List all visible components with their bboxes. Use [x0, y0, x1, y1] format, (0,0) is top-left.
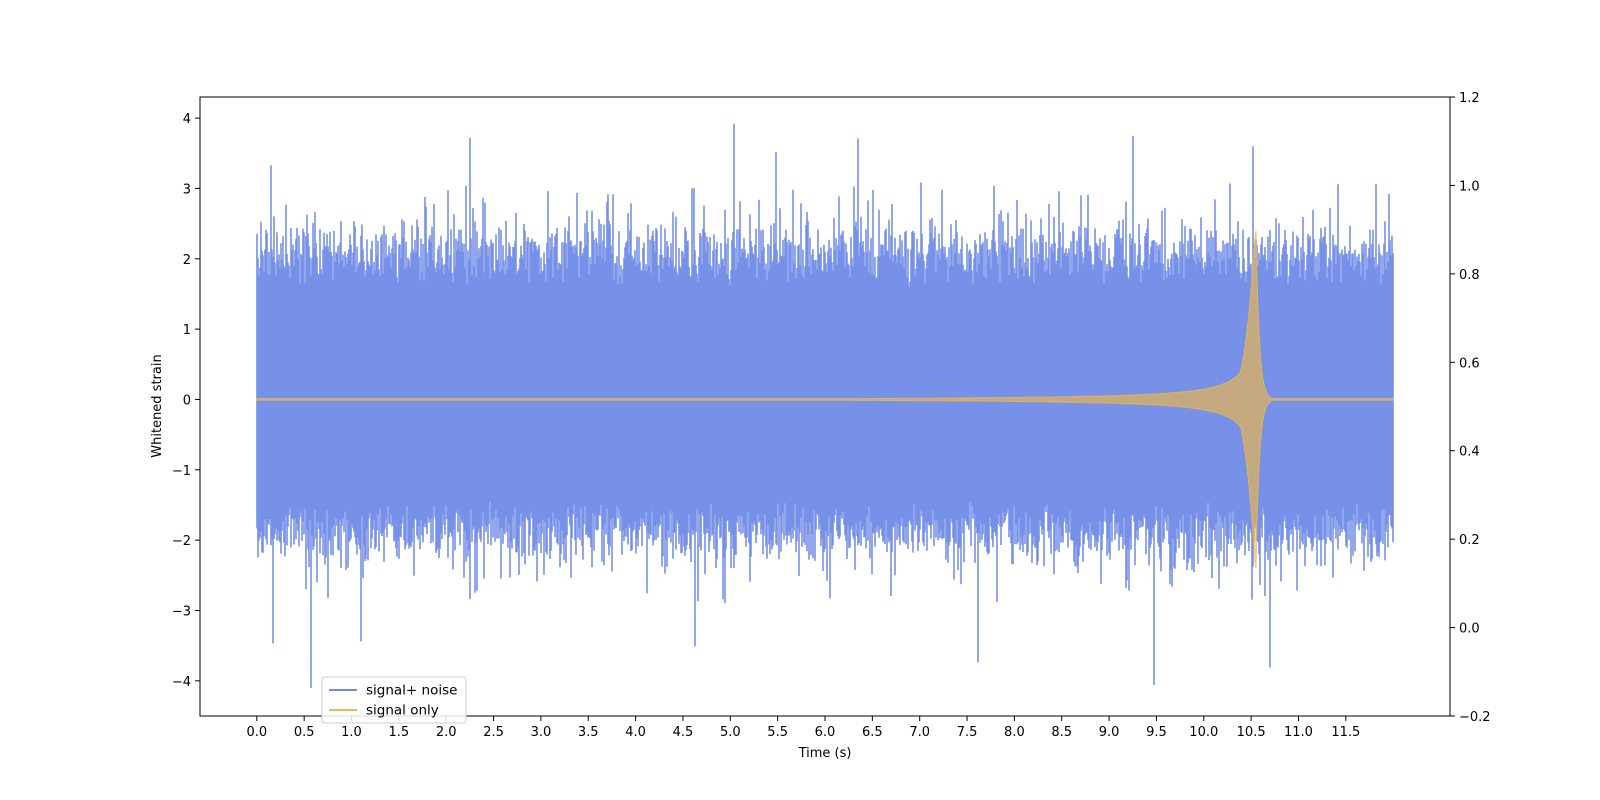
x-tick-label: 7.0 — [909, 725, 930, 740]
y2-tick-label: 1.0 — [1459, 179, 1480, 194]
legend-label-signal-noise: signal+ noise — [366, 683, 457, 699]
x-tick-label: 8.0 — [1004, 725, 1025, 740]
y2-tick-label: −0.2 — [1459, 710, 1491, 725]
legend-label-signal-only: signal only — [366, 703, 439, 719]
x-tick-label: 2.5 — [483, 725, 504, 740]
series-signal-only — [256, 230, 1394, 569]
x-tick-label: 1.5 — [389, 725, 410, 740]
x-tick-label: 2.0 — [436, 725, 457, 740]
y-tick-label: 4 — [183, 112, 191, 127]
x-tick-label: 8.5 — [1051, 725, 1072, 740]
y-tick-label: −3 — [172, 604, 191, 619]
x-tick-label: 4.0 — [625, 725, 646, 740]
x-tick-label: 10.5 — [1237, 725, 1266, 740]
y-tick-label: 3 — [183, 182, 191, 197]
x-tick-label: 6.5 — [862, 725, 883, 740]
y-axis-label: Whitened strain — [150, 354, 165, 457]
x-tick-label: 11.0 — [1284, 725, 1313, 740]
y2-tick-label: 0.4 — [1459, 445, 1480, 460]
y2-tick-label: 0.0 — [1459, 622, 1480, 637]
y-tick-label: 1 — [183, 323, 191, 338]
x-axis-ticks: 0.0 0.5 1.0 1.5 2.0 2.5 3.0 3.5 4.0 4.5 5.0 5.5 6.0 6… — [246, 716, 1360, 740]
x-tick-label: 9.0 — [1099, 725, 1120, 740]
x-tick-label: 0.0 — [246, 725, 267, 740]
x-tick-label: 11.5 — [1331, 725, 1360, 740]
y2-tick-label: 0.8 — [1459, 268, 1480, 283]
x-tick-label: 5.5 — [767, 725, 788, 740]
x-tick-label: 3.0 — [531, 725, 552, 740]
y-tick-label: 2 — [183, 253, 191, 268]
y-axis-ticks: 4 3 2 1 0 −1 −2 −3 −4 — [172, 112, 200, 690]
y-tick-label: 0 — [183, 393, 191, 408]
legend-box — [321, 676, 467, 724]
y-tick-label: −1 — [172, 464, 191, 479]
x-tick-label: 1.0 — [341, 725, 362, 740]
x-tick-label: 5.0 — [720, 725, 741, 740]
x-tick-label: 10.0 — [1189, 725, 1218, 740]
x-tick-label: 3.5 — [578, 725, 599, 740]
x-tick-label: 0.5 — [294, 725, 315, 740]
y2-tick-label: 0.6 — [1459, 356, 1480, 371]
x-tick-label: 4.5 — [673, 725, 694, 740]
x-tick-label: 6.0 — [815, 725, 836, 740]
secondary-y-axis-ticks: 1.2 1.0 0.8 0.6 0.4 0.2 0.0 −0.2 — [1450, 91, 1491, 725]
y-tick-label: −4 — [172, 675, 191, 690]
legend: signal+ noise signal only — [321, 676, 467, 724]
x-axis-label: Time (s) — [798, 746, 852, 761]
y-tick-label: −2 — [172, 534, 191, 549]
y2-tick-label: 0.2 — [1459, 533, 1480, 548]
plot-area — [256, 123, 1394, 688]
y2-tick-label: 1.2 — [1459, 91, 1480, 106]
x-tick-label: 9.5 — [1146, 725, 1167, 740]
x-tick-label: 7.5 — [957, 725, 978, 740]
